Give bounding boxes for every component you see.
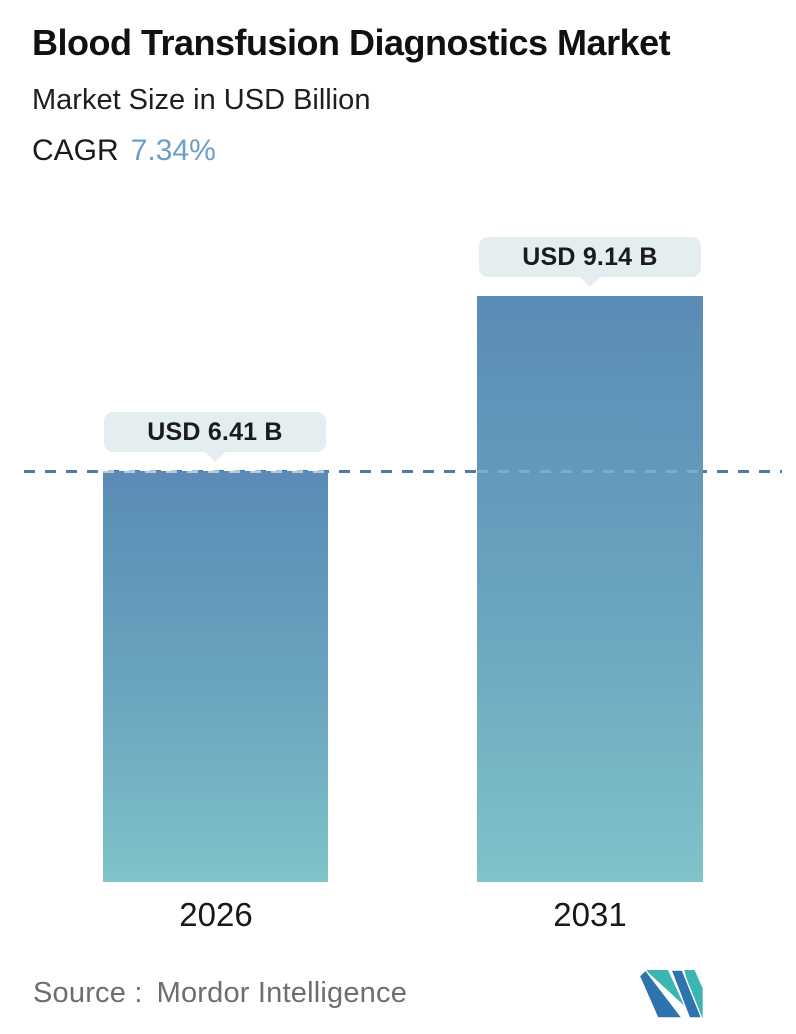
chart-subtitle: Market Size in USD Billion bbox=[32, 84, 371, 116]
cagr-value: 7.34% bbox=[130, 134, 216, 167]
tooltip-pointer-icon bbox=[579, 276, 601, 287]
cagr-label: CAGR bbox=[32, 134, 119, 167]
value-label-text: USD 6.41 B bbox=[147, 417, 283, 446]
source-line: Source : Mordor Intelligence bbox=[33, 977, 407, 1010]
reference-dashed-line bbox=[24, 470, 782, 473]
mordor-intelligence-logo bbox=[638, 970, 703, 1018]
source-value: Mordor Intelligence bbox=[156, 977, 408, 1009]
bar-2026 bbox=[103, 471, 328, 882]
value-label-2026: USD 6.41 B bbox=[104, 412, 326, 462]
bar-2031 bbox=[477, 296, 703, 882]
dash-overlay-2026 bbox=[103, 470, 328, 473]
value-label-2031: USD 9.14 B bbox=[479, 237, 701, 287]
tooltip-pointer-icon bbox=[204, 451, 226, 462]
axis-label-2031: 2031 bbox=[553, 896, 627, 933]
source-label: Source : bbox=[33, 977, 143, 1009]
cagr-row: CAGR 7.34% bbox=[32, 134, 632, 168]
value-label-text: USD 9.14 B bbox=[522, 242, 658, 271]
axis-label-2026: 2026 bbox=[179, 896, 253, 933]
dash-overlay-2031 bbox=[477, 470, 703, 473]
page-title: Blood Transfusion Diagnostics Market bbox=[32, 22, 671, 63]
